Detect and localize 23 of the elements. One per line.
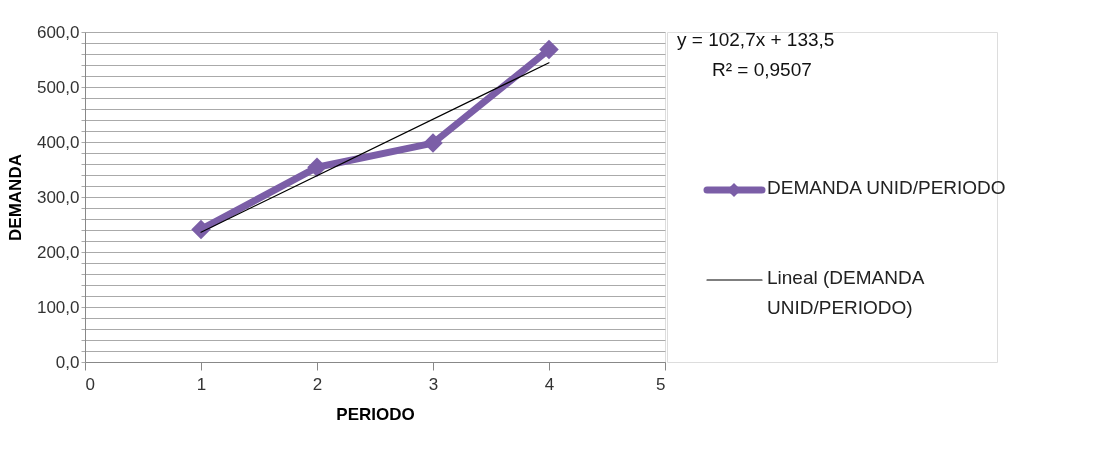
x-tick-label: 2: [312, 374, 323, 394]
point: [539, 39, 559, 60]
point: [191, 219, 211, 240]
y-tick-label: 400,0: [36, 132, 80, 152]
x-tick-label: 3: [428, 374, 439, 394]
legend-label: DEMANDA UNID/PERIODO: [767, 177, 1006, 198]
y-axis-title: DEMANDA: [5, 154, 25, 241]
x-tick-label: 5: [656, 374, 666, 394]
y-tick-label: 600,0: [36, 22, 80, 42]
x-tick-label: 1: [196, 374, 207, 394]
point: [307, 157, 327, 178]
x-tick-label: 4: [544, 374, 555, 394]
text: R² = 0,9507: [712, 59, 812, 80]
text: y = 102,7x + 133,5: [677, 29, 835, 50]
point: [423, 133, 443, 153]
x-tick-label: 0: [85, 374, 95, 394]
legend-label: Lineal (DEMANDA UNID/PERIODO): [767, 267, 925, 318]
y-tick-label: 0,0: [55, 352, 80, 372]
y-tick-label: 500,0: [36, 77, 80, 97]
y-tick-label: 200,0: [36, 242, 80, 262]
x-axis-title: PERIODO: [336, 404, 415, 424]
y-tick-label: 300,0: [36, 187, 80, 207]
y-tick-label: 100,0: [36, 297, 80, 317]
